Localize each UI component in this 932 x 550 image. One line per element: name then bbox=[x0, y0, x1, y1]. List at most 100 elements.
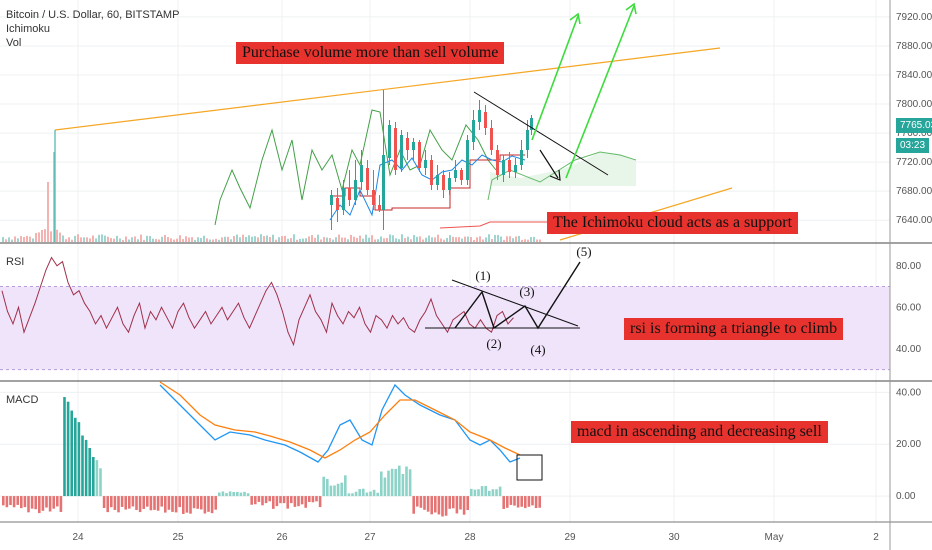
macd-histogram-bar bbox=[387, 470, 390, 497]
macd-histogram-bar bbox=[452, 496, 455, 509]
macd-histogram-bar bbox=[502, 496, 505, 509]
volume-bar bbox=[413, 235, 415, 242]
macd-histogram-bar bbox=[192, 496, 196, 509]
candle-body bbox=[360, 165, 363, 182]
macd-histogram-bar bbox=[354, 491, 358, 497]
macd-histogram-bar bbox=[203, 496, 207, 514]
volume-bar bbox=[194, 239, 196, 242]
macd-histogram-bar bbox=[239, 492, 243, 497]
macd-histogram-bar bbox=[326, 478, 329, 497]
volume-bar bbox=[368, 237, 370, 242]
macd-histogram-bar bbox=[405, 466, 408, 497]
volume-bar bbox=[158, 239, 160, 242]
macd-histogram-bar bbox=[279, 496, 282, 504]
volume-bar bbox=[464, 236, 466, 242]
macd-histogram-bar bbox=[236, 491, 239, 497]
macd-histogram-bar bbox=[480, 486, 484, 497]
volume-label: Vol bbox=[6, 37, 22, 49]
wave-label: (5) bbox=[576, 244, 591, 259]
rsi-tick-label: 60.00 bbox=[896, 302, 921, 313]
volume-bar bbox=[467, 236, 469, 242]
volume-bar bbox=[266, 235, 268, 242]
price-tick-label: 7800.00 bbox=[896, 99, 932, 110]
volume-bar bbox=[425, 237, 427, 242]
candle-body bbox=[490, 128, 493, 150]
volume-bar bbox=[245, 237, 247, 242]
candle-body bbox=[388, 125, 391, 158]
candle-body bbox=[496, 150, 499, 175]
volume-bar bbox=[2, 237, 4, 242]
volume-bar bbox=[377, 239, 379, 242]
macd-histogram-bar bbox=[200, 496, 203, 510]
x-tick-label: 29 bbox=[564, 532, 576, 543]
volume-bar bbox=[149, 236, 151, 242]
macd-histogram-bar bbox=[210, 496, 214, 514]
volume-bar bbox=[272, 234, 274, 242]
macd-histogram-bar bbox=[174, 496, 178, 513]
candle-body bbox=[454, 170, 457, 178]
volume-bar bbox=[179, 235, 181, 242]
volume-bar bbox=[155, 238, 157, 242]
macd-histogram-bar bbox=[84, 439, 88, 497]
candle-body bbox=[342, 188, 345, 210]
macd-histogram-bar bbox=[16, 496, 19, 505]
volume-bar bbox=[104, 235, 106, 242]
candle-body bbox=[520, 150, 523, 165]
price-tick-label: 7880.00 bbox=[896, 41, 932, 52]
macd-histogram-bar bbox=[534, 496, 538, 509]
volume-bar bbox=[110, 238, 112, 242]
volume-bar bbox=[287, 238, 289, 242]
volume-bar bbox=[470, 237, 472, 242]
volume-bar bbox=[521, 239, 523, 242]
volume-bar bbox=[410, 239, 412, 242]
volume-bar bbox=[35, 232, 37, 242]
volume-bar bbox=[530, 237, 532, 242]
volume-bar bbox=[32, 238, 34, 242]
volume-bar bbox=[452, 236, 454, 242]
volume-bar bbox=[80, 237, 82, 242]
macd-histogram-bar bbox=[63, 397, 66, 497]
macd-histogram-bar bbox=[462, 496, 466, 515]
forecast-arrowhead bbox=[569, 12, 581, 25]
volume-bar bbox=[89, 238, 91, 242]
volume-bar bbox=[23, 237, 25, 242]
volume-bar bbox=[161, 236, 163, 242]
candle-body bbox=[378, 205, 381, 210]
volume-bar bbox=[419, 236, 421, 242]
macd-histogram-bar bbox=[30, 496, 34, 509]
price-tick-label: 7680.00 bbox=[896, 186, 932, 197]
macd-histogram-bar bbox=[329, 485, 333, 497]
macd-histogram-bar bbox=[491, 489, 495, 497]
ichimoku-label: Ichimoku bbox=[6, 23, 51, 35]
macd-histogram-bar bbox=[430, 496, 433, 515]
volume-bar bbox=[323, 237, 325, 242]
macd-histogram-bar bbox=[167, 496, 171, 510]
macd-histogram-bar bbox=[243, 491, 246, 497]
volume-bar bbox=[227, 236, 229, 242]
macd-histogram-bar bbox=[455, 496, 459, 514]
price-tick-label: 7840.00 bbox=[896, 70, 932, 81]
volume-bar bbox=[77, 234, 79, 242]
ichimoku-cloud bbox=[490, 152, 636, 186]
volume-bar bbox=[494, 234, 496, 242]
macd-label: MACD bbox=[6, 394, 39, 406]
volume-bar bbox=[116, 235, 118, 242]
candle-body bbox=[514, 165, 517, 172]
macd-histogram-bar bbox=[272, 496, 275, 509]
volume-bar bbox=[5, 239, 7, 242]
macd-histogram-bar bbox=[268, 496, 271, 502]
macd-histogram-bar bbox=[412, 496, 415, 514]
senkou-span-a bbox=[487, 151, 637, 201]
volume-bar bbox=[383, 238, 385, 242]
macd-histogram-bar bbox=[538, 496, 541, 508]
volume-bar bbox=[488, 234, 490, 242]
macd-histogram-bar bbox=[189, 496, 192, 514]
volume-bar bbox=[509, 236, 511, 242]
volume-bar bbox=[122, 239, 124, 242]
volume-bar bbox=[527, 239, 529, 242]
macd-histogram-bar bbox=[38, 496, 41, 514]
macd-histogram-bar bbox=[524, 496, 527, 509]
candle-body bbox=[336, 198, 339, 210]
volume-bar bbox=[218, 239, 220, 242]
macd-histogram-bar bbox=[9, 496, 12, 506]
